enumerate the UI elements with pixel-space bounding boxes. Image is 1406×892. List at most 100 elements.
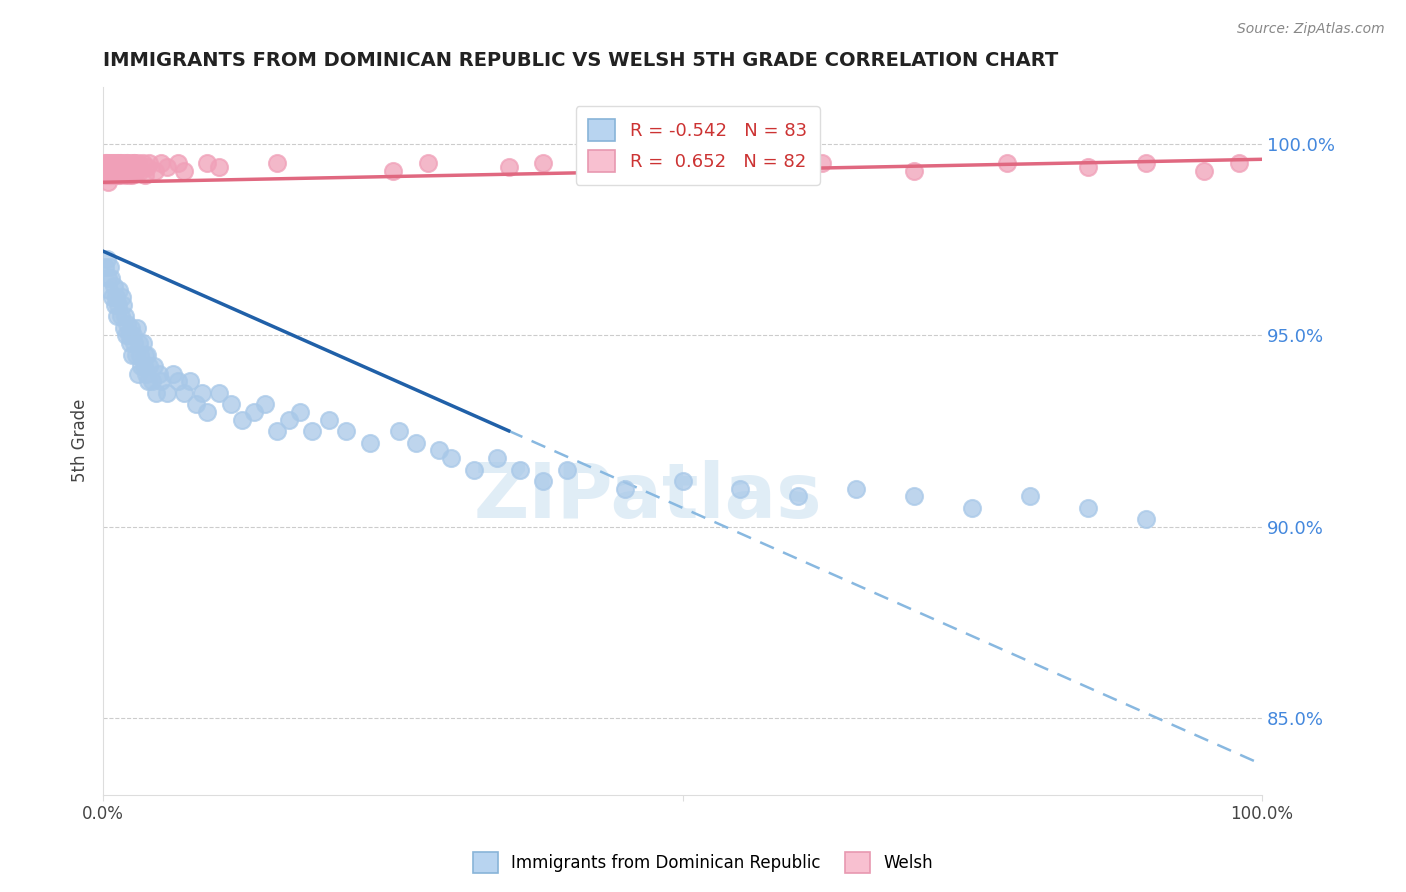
Point (131, 359, 153, 373)
Point (98, 160, 121, 174)
Point (111, 160, 134, 174)
Point (121, 160, 143, 174)
Point (960, 500, 983, 515)
Point (197, 405, 219, 419)
Point (335, 424, 357, 438)
Point (122, 328, 145, 343)
Point (138, 359, 160, 373)
Point (108, 168, 131, 182)
Point (107, 298, 129, 312)
Point (115, 160, 138, 174)
Point (105, 310, 128, 324)
Point (97, 271, 120, 285)
Point (117, 317, 139, 331)
Point (359, 435, 381, 450)
Point (134, 348, 156, 362)
Point (124, 348, 146, 362)
Point (93, 168, 115, 182)
Point (111, 163, 134, 178)
Point (124, 156, 146, 170)
Point (121, 348, 143, 362)
Point (498, 160, 520, 174)
Point (108, 168, 131, 182)
Point (440, 450, 463, 465)
Point (129, 163, 152, 178)
Point (94, 156, 117, 170)
Point (162, 367, 184, 381)
Point (117, 163, 139, 178)
Point (127, 367, 149, 381)
Point (277, 413, 299, 427)
Point (1135, 512, 1157, 526)
Point (1077, 160, 1099, 174)
Point (111, 163, 134, 178)
Point (105, 156, 128, 170)
Point (124, 163, 146, 178)
Point (101, 290, 124, 304)
Point (97, 156, 120, 170)
Text: Source: ZipAtlas.com: Source: ZipAtlas.com (1237, 22, 1385, 37)
Point (1135, 156, 1157, 170)
Point (787, 489, 810, 503)
Point (1019, 489, 1042, 503)
Point (135, 367, 157, 381)
Y-axis label: 5th Grade: 5th Grade (72, 399, 89, 483)
Point (134, 168, 156, 182)
Point (101, 163, 124, 178)
Point (111, 298, 134, 312)
Point (167, 375, 190, 389)
Point (98, 260, 121, 274)
Point (1077, 500, 1099, 515)
Point (903, 163, 925, 178)
Point (112, 156, 135, 170)
Point (143, 163, 166, 178)
Point (463, 462, 485, 476)
Point (995, 156, 1018, 170)
Point (810, 156, 832, 170)
Point (136, 375, 159, 389)
Point (125, 320, 148, 334)
Text: IMMIGRANTS FROM DOMINICAN REPUBLIC VS WELSH 5TH GRADE CORRELATION CHART: IMMIGRANTS FROM DOMINICAN REPUBLIC VS WE… (103, 51, 1059, 70)
Point (98, 163, 121, 178)
Point (184, 397, 207, 411)
Point (131, 336, 153, 351)
Point (136, 348, 159, 362)
Point (94, 156, 117, 170)
Point (118, 160, 141, 174)
Point (110, 310, 132, 324)
Point (103, 278, 125, 293)
Point (101, 160, 124, 174)
Point (107, 160, 129, 174)
Point (100, 271, 122, 285)
Point (104, 298, 127, 312)
Point (254, 397, 277, 411)
Point (190, 385, 212, 400)
Point (903, 489, 925, 503)
Point (127, 156, 149, 170)
Point (103, 163, 125, 178)
Point (533, 474, 555, 488)
Point (96, 175, 118, 189)
Point (648, 156, 671, 170)
Point (115, 156, 138, 170)
Point (141, 375, 163, 389)
Point (125, 163, 148, 178)
Point (115, 328, 138, 343)
Point (131, 156, 153, 170)
Point (486, 450, 509, 465)
Point (301, 424, 323, 438)
Point (124, 336, 146, 351)
Point (114, 310, 136, 324)
Point (118, 168, 141, 182)
Point (150, 156, 173, 170)
Point (613, 482, 636, 496)
Point (555, 462, 578, 476)
Point (143, 359, 166, 373)
Point (114, 160, 136, 174)
Point (117, 156, 139, 170)
Point (100, 168, 122, 182)
Point (94, 260, 117, 274)
Point (105, 160, 128, 174)
Point (150, 375, 173, 389)
Point (1227, 156, 1250, 170)
